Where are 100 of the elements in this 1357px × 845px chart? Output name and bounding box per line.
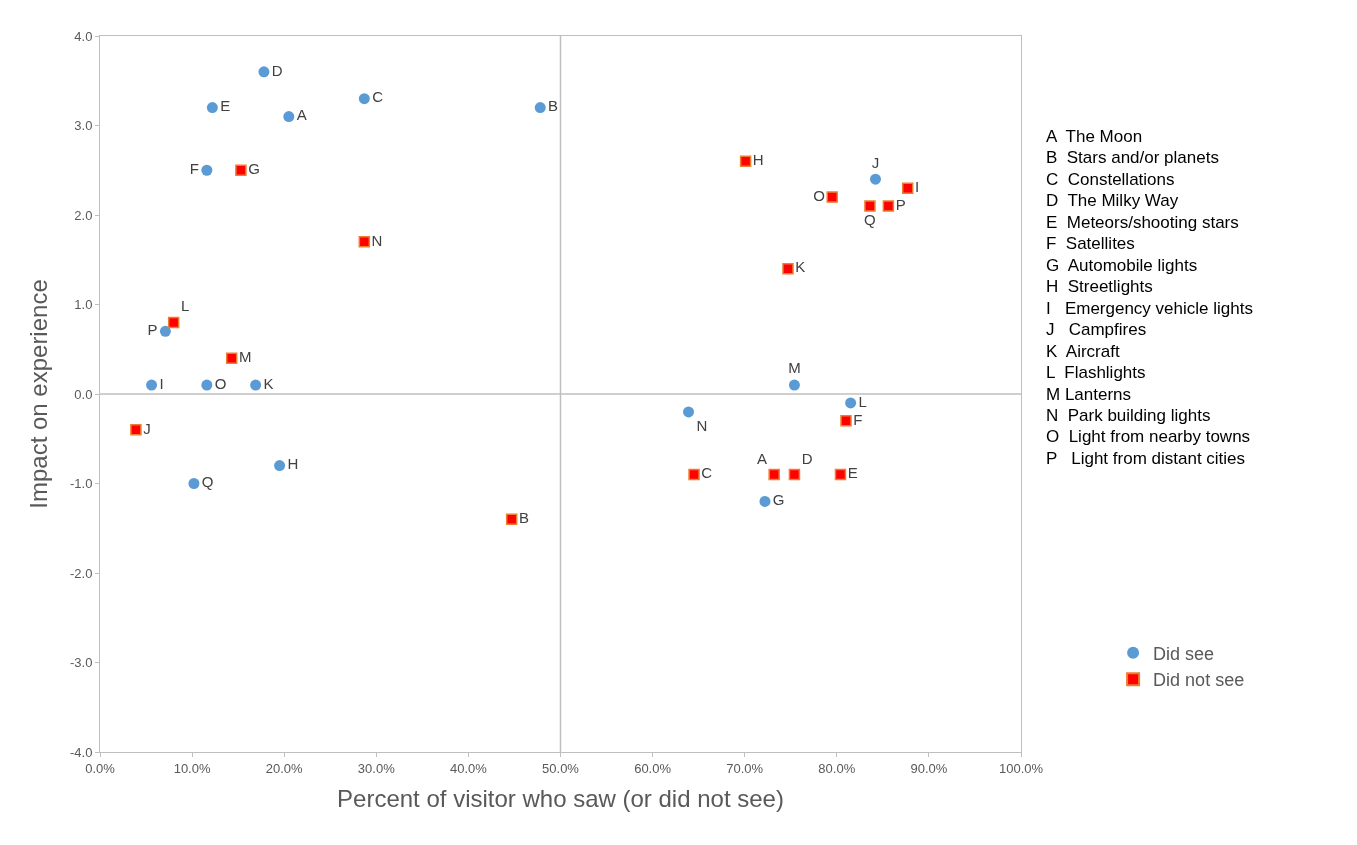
- text: A The Moon: [1046, 127, 1143, 146]
- data-label: K: [795, 258, 806, 276]
- text: B Stars and/or planets: [1046, 148, 1219, 167]
- legend-label: Did not see: [1153, 670, 1245, 691]
- y-tick-label: -3.0: [69, 655, 93, 671]
- x-tick-label: 40.0%: [449, 760, 488, 776]
- y-tick-label: 3.0: [74, 118, 93, 134]
- point: [159, 325, 171, 337]
- point: [167, 316, 180, 329]
- legend-label: Did see: [1153, 643, 1215, 664]
- data-label: K: [263, 374, 274, 392]
- data-label: G: [772, 491, 785, 509]
- point: [534, 102, 546, 114]
- data-label: I: [914, 177, 920, 195]
- text: L Flashlights: [1046, 363, 1146, 382]
- data-label: N: [371, 231, 383, 249]
- point: [206, 102, 218, 114]
- data-label: J: [871, 153, 880, 171]
- x-tick-label: 50.0%: [542, 760, 580, 776]
- point: [146, 379, 158, 391]
- data-label: L: [180, 297, 190, 315]
- x-tick-label: 70.0%: [726, 760, 764, 776]
- x-tick-label: 100.0%: [998, 760, 1044, 776]
- point: [225, 352, 238, 364]
- x-axis-title: Percent of visitor who saw (or did not see): [337, 784, 784, 812]
- point: [882, 200, 895, 212]
- point: [130, 424, 142, 436]
- data-label: M: [238, 347, 252, 365]
- point: [826, 191, 838, 203]
- data-label: A: [756, 449, 767, 467]
- data-label: I: [159, 374, 164, 392]
- point: [739, 155, 752, 168]
- point: [768, 468, 780, 481]
- point: [869, 173, 881, 185]
- text: I Emergency vehicle lights: [1046, 299, 1253, 318]
- data-label: E: [220, 97, 231, 115]
- y-tick-label: 2.0: [74, 207, 93, 223]
- point: [358, 93, 370, 105]
- x-tick-label: 10.0%: [173, 760, 211, 776]
- data-label: Q: [864, 210, 876, 228]
- data-label: O: [813, 186, 825, 204]
- data-label: H: [752, 151, 764, 169]
- data-label: H: [287, 455, 299, 473]
- point: [688, 468, 700, 481]
- text: K Aircraft: [1046, 342, 1120, 361]
- point: [201, 164, 213, 176]
- point: [788, 468, 801, 481]
- point: [188, 478, 200, 489]
- text: J Campfires: [1046, 320, 1147, 339]
- text: N Park building lights: [1046, 406, 1211, 425]
- data-label: Q: [201, 473, 214, 491]
- text: F Satellites: [1046, 234, 1135, 253]
- data-label: G: [248, 160, 260, 177]
- data-label: F: [189, 160, 199, 177]
- data-label: B: [548, 97, 559, 115]
- data-label: A: [296, 106, 307, 124]
- point: [782, 262, 794, 275]
- data-label: D: [271, 61, 283, 79]
- point: [759, 495, 771, 507]
- point: [274, 460, 286, 472]
- data-label: B: [518, 509, 529, 527]
- y-tick-label: 1.0: [74, 297, 93, 313]
- y-tick-label: 4.0: [74, 28, 93, 44]
- text: D The Milky Way: [1046, 191, 1179, 210]
- data-label: J: [143, 419, 151, 437]
- y-tick-label: 0.0: [74, 386, 93, 402]
- y-tick-label: -4.0: [69, 744, 93, 760]
- point: [901, 182, 914, 194]
- text: C Constellations: [1046, 170, 1175, 189]
- y-tick-label: -1.0: [69, 476, 93, 492]
- x-tick-label: 0.0%: [85, 760, 116, 776]
- point: [683, 406, 695, 418]
- y-tick-label: -2.0: [69, 565, 93, 581]
- data-label: O: [214, 374, 227, 392]
- text: M Lanterns: [1046, 385, 1132, 404]
- text: O Light from nearby towns: [1046, 427, 1251, 446]
- y-axis-title: Impact on experience: [25, 279, 53, 509]
- data-label: C: [372, 88, 384, 106]
- data-label: P: [147, 321, 158, 339]
- text: P Light from distant cities: [1046, 449, 1246, 468]
- data-label: N: [696, 417, 708, 435]
- text: H Streetlights: [1046, 277, 1153, 296]
- data-label: L: [858, 392, 867, 410]
- point: [834, 468, 847, 481]
- data-label: F: [853, 410, 863, 428]
- text: G Automobile lights: [1046, 256, 1198, 275]
- point: [864, 200, 876, 212]
- x-tick-label: 30.0%: [357, 760, 396, 776]
- point: [250, 379, 262, 391]
- data-label: C: [701, 464, 713, 482]
- x-tick-label: 90.0%: [910, 760, 948, 776]
- point: [201, 379, 213, 391]
- point: [283, 111, 295, 123]
- point: [505, 513, 518, 526]
- text: E Meteors/shooting stars: [1046, 213, 1239, 232]
- x-tick-label: 60.0%: [634, 760, 672, 776]
- data-label: M: [788, 359, 801, 377]
- point: [358, 236, 371, 248]
- data-label: P: [895, 195, 906, 213]
- data-label: E: [847, 464, 858, 482]
